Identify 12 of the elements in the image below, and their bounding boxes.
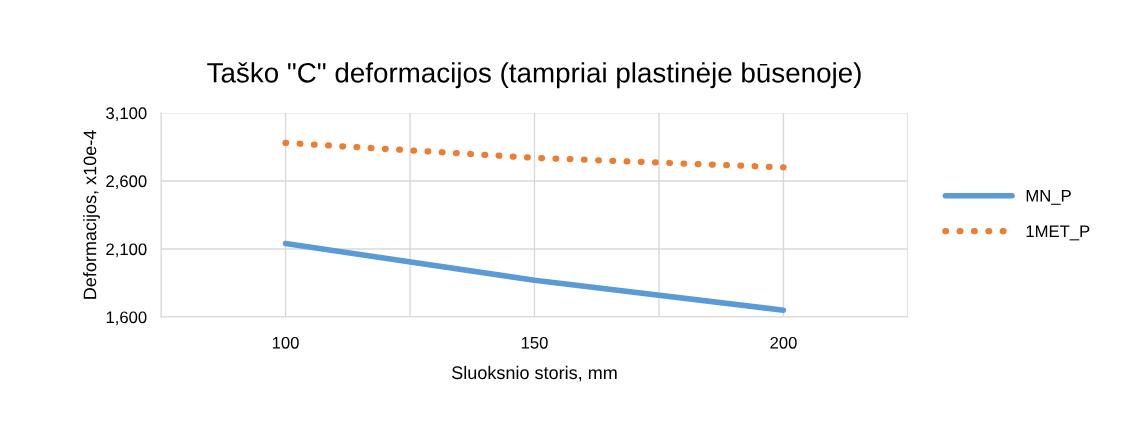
legend-label: 1MET_P [1026, 225, 1090, 241]
chart-title: Taško "C" deformacijos (tampriai plastinėje būsenoje) [207, 62, 861, 89]
y-tick-label: 1,600 [106, 311, 147, 326]
legend-label: MN_P [1026, 190, 1071, 205]
x-tick-label: 200 [770, 336, 797, 349]
x-tick-label: 100 [272, 336, 299, 349]
y-tick-label: 3,100 [106, 107, 147, 122]
y-axis-title: Deformacijos, x10e-4 [83, 130, 100, 299]
x-tick-label: 150 [521, 336, 548, 349]
y-tick-label: 2,600 [106, 175, 147, 190]
y-tick-label: 2,100 [106, 243, 147, 258]
x-axis-title: Sluoksnio storis, mm [452, 365, 617, 382]
